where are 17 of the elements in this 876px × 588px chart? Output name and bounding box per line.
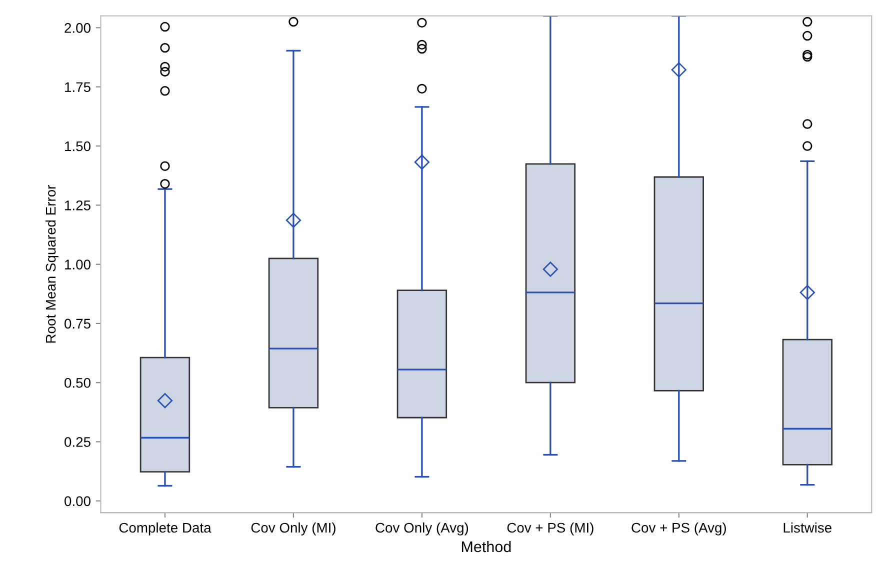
x-tick-label: Cov Only (Avg) xyxy=(376,522,468,536)
x-tick-label: Cov Only (MI) xyxy=(251,522,336,536)
x-tick-label: Complete Data xyxy=(119,522,212,536)
y-tick-label: 0.50 xyxy=(64,378,90,388)
y-tick-label: 1.50 xyxy=(65,141,90,152)
x-axis-title: Method xyxy=(462,540,511,552)
x-tick-label: Cov + PS (Avg) xyxy=(632,522,726,536)
y-tick-label: 1.25 xyxy=(65,200,90,210)
y-tick-label: 0.00 xyxy=(64,496,90,506)
y-tick-label: 2.00 xyxy=(64,23,90,33)
x-tick-label: Cov + PS (MI) xyxy=(507,522,594,536)
y-tick-label: 0.25 xyxy=(64,437,90,447)
y-tick-label: 0.75 xyxy=(64,318,90,329)
y-tick-label: 1.00 xyxy=(65,260,90,270)
y-tick-label: 1.75 xyxy=(65,82,90,92)
y-axis-title: Root Mean Squared Error xyxy=(45,185,58,343)
x-tick-label: Listwise xyxy=(784,522,832,533)
